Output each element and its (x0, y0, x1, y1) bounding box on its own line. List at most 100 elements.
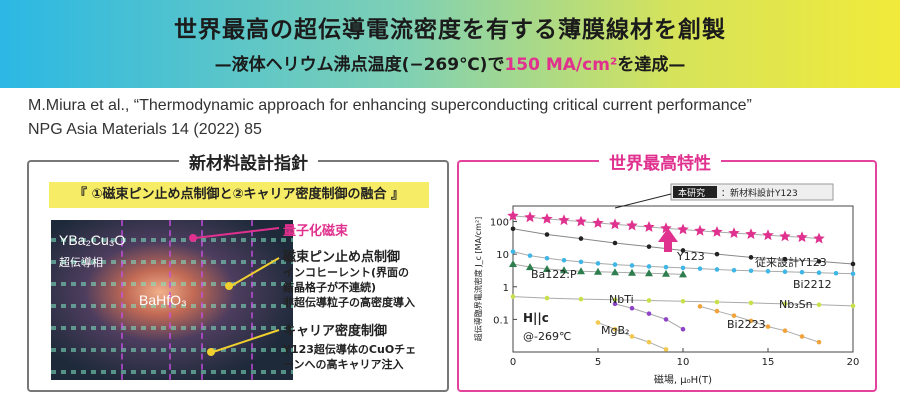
subtitle-prefix: —液体ヘリウム沸点温度(−269℃)で (214, 55, 505, 75)
data-point (575, 215, 587, 227)
data-point (697, 304, 703, 309)
data-point (679, 270, 687, 278)
data-point (765, 268, 771, 274)
data-point (595, 320, 601, 325)
carrier-marker (207, 348, 215, 356)
x-tick-label: 0 (510, 357, 516, 368)
data-point (646, 264, 652, 269)
data-point (731, 268, 737, 273)
data-point (694, 224, 706, 236)
series-label: MgB₂ (601, 324, 629, 337)
data-point (762, 229, 774, 241)
fusion-banner: 『 ①磁束ピン止め点制御と②キャリア密度制御の融合 』 (49, 182, 429, 208)
data-point (612, 301, 618, 307)
data-point (816, 270, 822, 276)
data-point (779, 230, 791, 242)
data-point (680, 248, 686, 253)
data-point (643, 221, 655, 232)
data-point (612, 240, 618, 246)
data-point (663, 347, 669, 352)
data-point (816, 302, 822, 308)
data-point (748, 255, 754, 260)
data-point (560, 266, 568, 274)
data-point (782, 301, 788, 307)
data-point (611, 268, 619, 276)
data-point (544, 295, 550, 301)
data-point (645, 269, 653, 277)
data-point (662, 269, 670, 277)
y-tick-label: 1 (503, 283, 509, 294)
data-point (745, 228, 757, 239)
quantized-flux-label: 量子化磁束 (283, 224, 349, 239)
data-point (850, 303, 856, 309)
data-point (612, 326, 618, 332)
y-tick-label: 100 (490, 218, 509, 229)
data-point (748, 268, 754, 274)
legend-label: 本研究 (678, 187, 705, 199)
data-point (646, 244, 652, 249)
data-point (816, 259, 822, 264)
data-point (526, 263, 534, 271)
data-point (510, 249, 516, 254)
microstructure-image: YBa₂Cu₃O 超伝導相 BaHfO₃ (51, 220, 293, 380)
data-point (541, 213, 553, 224)
data-point (561, 257, 567, 263)
data-point (799, 269, 805, 275)
data-point (629, 263, 635, 268)
data-point (850, 271, 856, 277)
series-label: Nb₃Sn (779, 298, 813, 311)
data-point (799, 334, 805, 339)
y-axis-label: 超伝導臨界電流密度 J_c [MA/cm²] (473, 217, 483, 342)
x-tick-label: 15 (762, 357, 775, 368)
data-point (509, 259, 517, 267)
data-point (646, 339, 652, 345)
data-point (833, 270, 839, 276)
data-point (612, 297, 618, 303)
carrier-detail-1: Y123超伝導体のCuOチェ (283, 343, 417, 356)
page-title: 世界最高の超伝導電流密度を有する薄膜線材を創製 (174, 17, 726, 43)
leader-lines (194, 227, 280, 353)
temperature-label: @-269℃ (523, 330, 571, 343)
pinning-marker (225, 282, 233, 290)
data-point (543, 265, 551, 273)
series-label: Ba122:P (531, 268, 577, 281)
data-point (782, 269, 788, 275)
series-label: Bi2212 (793, 278, 832, 291)
series-line (699, 305, 820, 343)
data-point (816, 339, 822, 345)
data-point (663, 317, 669, 322)
data-point (510, 226, 516, 232)
header-banner: 世界最高の超伝導電流密度を有する薄膜線材を創製 —液体ヘリウム沸点温度(−269… (0, 0, 900, 88)
subtitle-suffix: を達成— (617, 55, 686, 75)
data-point (527, 253, 533, 258)
data-point (680, 326, 686, 332)
data-point (748, 300, 754, 306)
data-point (544, 255, 550, 261)
legend-key (673, 186, 717, 198)
data-point (796, 231, 808, 243)
series-label: Y123 (676, 250, 705, 263)
data-point (578, 236, 584, 241)
subtitle-value: 150 MA/cm² (504, 55, 618, 75)
data-point (577, 267, 585, 275)
data-point (711, 226, 723, 237)
design-guideline-title: 新材料設計指針 (179, 149, 318, 174)
data-point (765, 324, 771, 329)
particle-label: BaHfO₃ (139, 292, 187, 308)
data-point (714, 251, 720, 257)
world-record-title: 世界最高特性 (599, 149, 721, 174)
data-point (626, 219, 638, 231)
data-point (612, 262, 618, 267)
data-point (680, 265, 686, 271)
pinning-control-label: 磁束ピン止め点制御 (283, 250, 401, 265)
data-point (592, 217, 604, 228)
data-point (714, 299, 720, 305)
legend-leader (614, 193, 672, 209)
data-point (663, 264, 669, 270)
series-label: Bi2223 (727, 318, 766, 331)
x-axis-label: 磁場, μ₀H(T) (654, 373, 712, 386)
data-point (628, 268, 636, 276)
data-point (677, 223, 689, 235)
carrier-detail-2: ーンへの高キャリア注入 (283, 358, 404, 371)
data-point (646, 311, 652, 316)
